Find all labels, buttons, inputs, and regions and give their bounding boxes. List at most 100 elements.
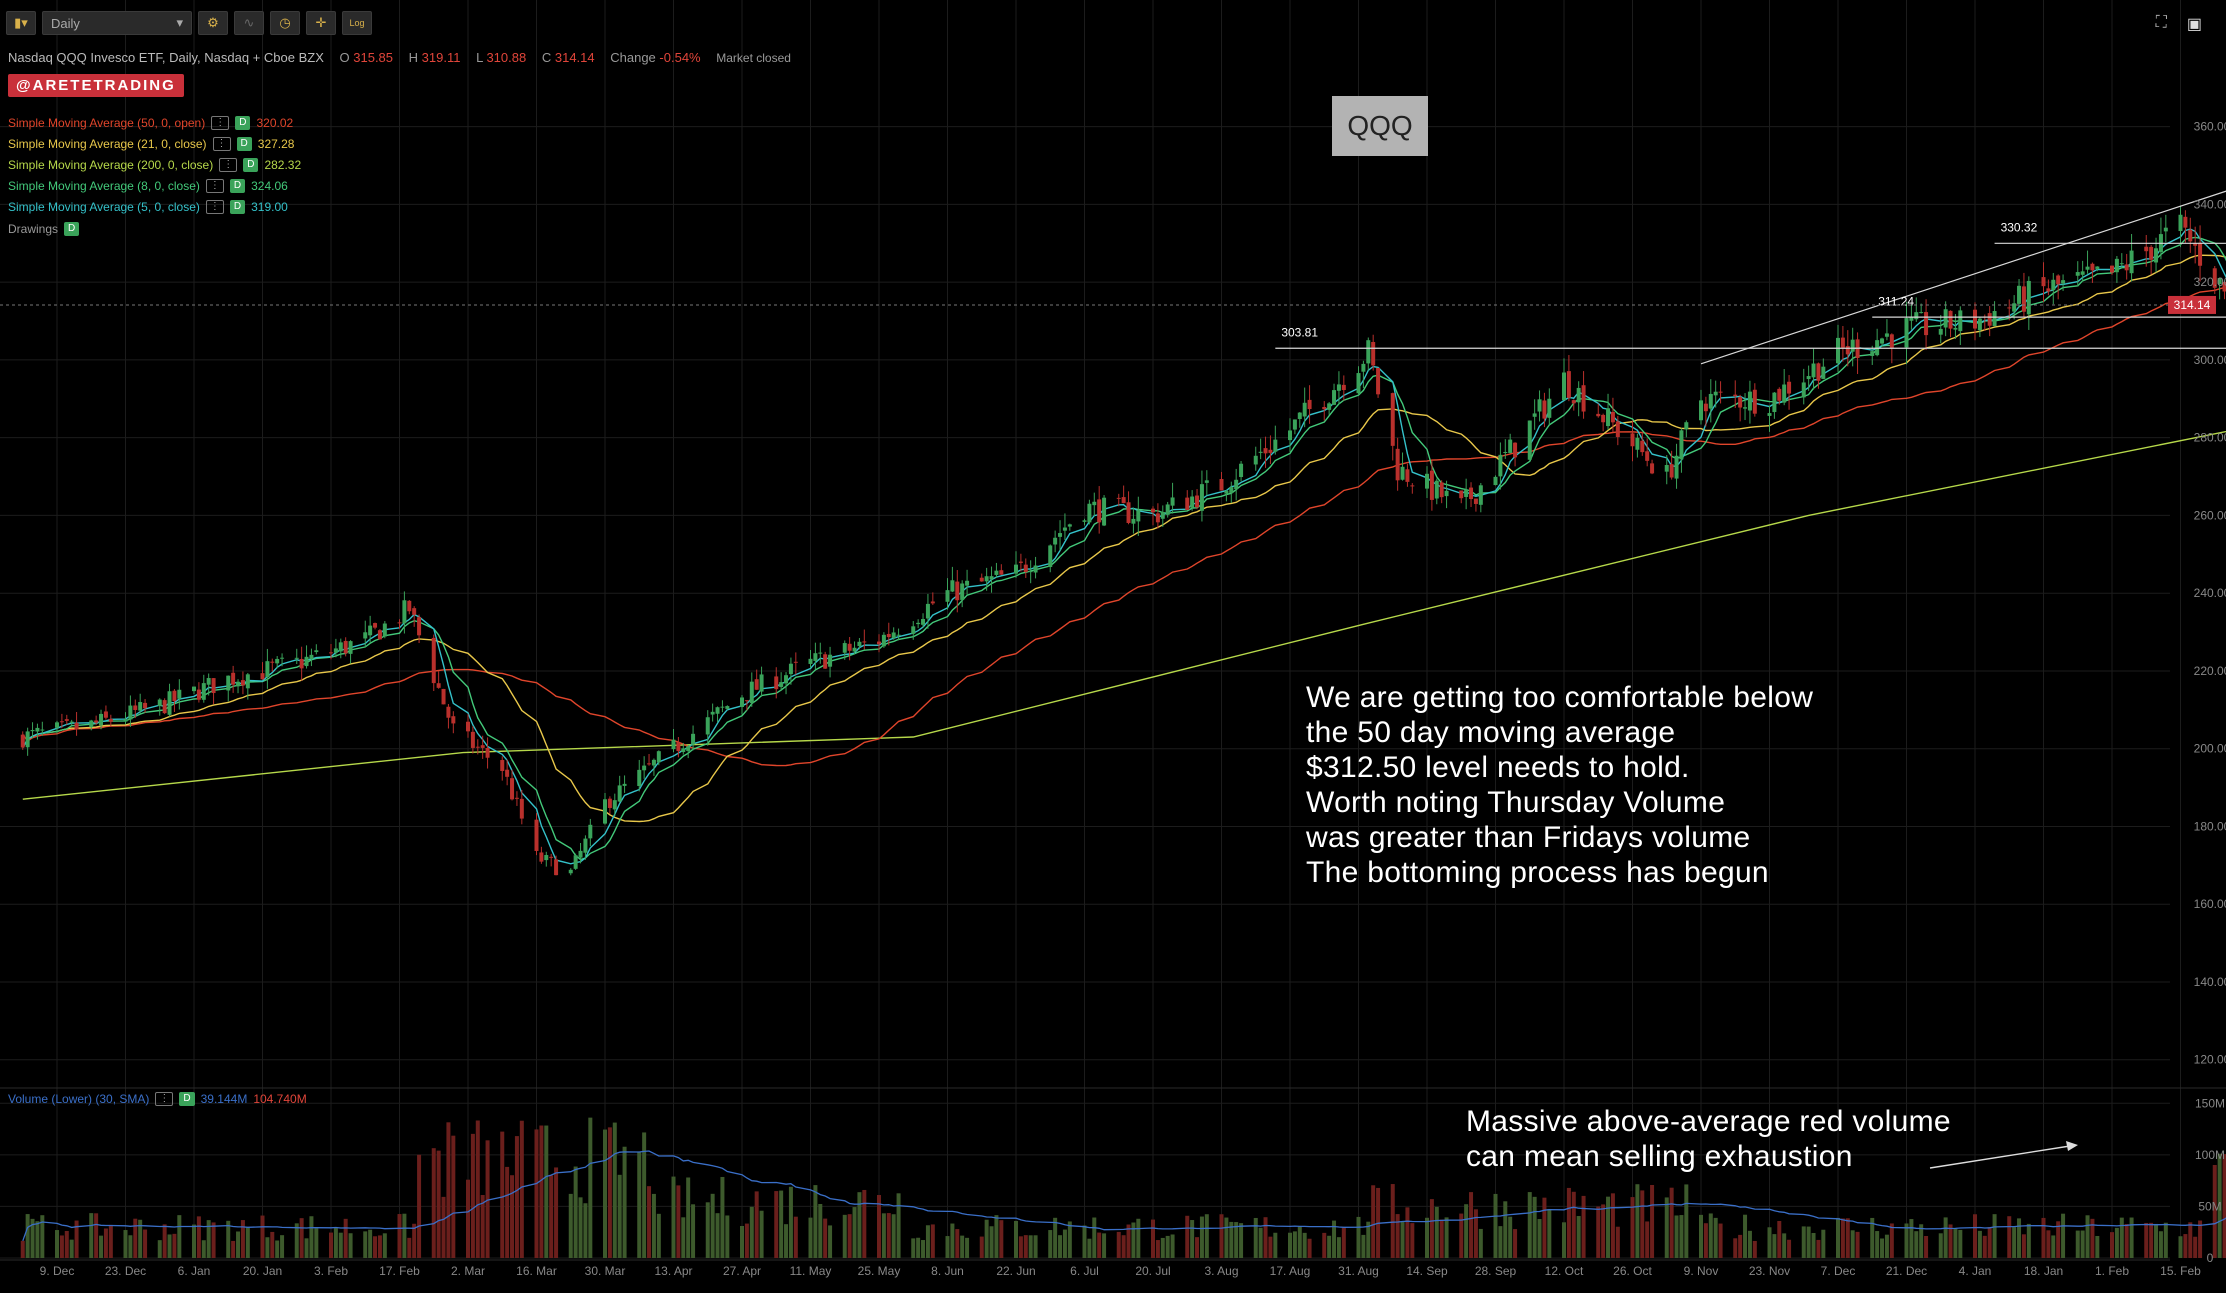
volume-bar xyxy=(2217,1153,2222,1258)
volume-bar xyxy=(343,1218,348,1258)
crosshair-icon[interactable]: ✛ xyxy=(306,11,336,35)
volume-bar xyxy=(245,1227,250,1258)
menu-icon[interactable]: ⋮ xyxy=(205,179,224,193)
volume-bar xyxy=(1292,1231,1297,1258)
volume-bar xyxy=(896,1193,901,1258)
candle-body xyxy=(1615,421,1620,437)
volume-d-badge[interactable]: D xyxy=(179,1092,195,1106)
volume-legend[interactable]: Volume (Lower) (30, SMA) ⋮ D 39.144M 104… xyxy=(8,1092,307,1106)
indicator-label: Simple Moving Average (5, 0, close) xyxy=(8,200,200,214)
volume-bar xyxy=(1185,1215,1190,1258)
candle-body xyxy=(470,731,475,748)
indicator-d-badge[interactable]: D xyxy=(229,200,246,214)
menu-icon[interactable]: ⋮ xyxy=(219,158,238,172)
candle-body xyxy=(1439,482,1444,498)
candle-body xyxy=(1366,340,1371,364)
sma-21-line xyxy=(22,254,2226,823)
main-annotation: We are getting too comfortable below the… xyxy=(1306,680,1813,890)
indicator-label: Simple Moving Average (200, 0, close) xyxy=(8,158,214,172)
volume-bar xyxy=(397,1214,402,1258)
volume-bar xyxy=(2051,1235,2056,1258)
volume-bar xyxy=(1067,1221,1072,1258)
indicator-d-badge[interactable]: D xyxy=(229,179,246,193)
indicator-legend-row[interactable]: Simple Moving Average (5, 0, close) ⋮ D 319… xyxy=(8,200,288,214)
indicator-d-badge[interactable]: D xyxy=(235,116,251,130)
indicator-legend-row[interactable]: Simple Moving Average (21, 0, close) ⋮ D 32… xyxy=(8,137,294,151)
camera-icon[interactable]: ▣ xyxy=(2186,16,2202,33)
menu-icon[interactable]: ⋮ xyxy=(212,137,231,151)
candle-body xyxy=(1395,448,1400,481)
volume-bar xyxy=(338,1232,343,1258)
candle-body xyxy=(59,721,64,723)
volume-bar xyxy=(240,1220,245,1258)
candlestick-icon[interactable]: ▮▾ xyxy=(6,11,36,35)
candle-body xyxy=(911,626,916,634)
candle-body xyxy=(138,702,143,711)
candle-body xyxy=(607,798,612,808)
close-label: C xyxy=(541,50,552,65)
volume-bar xyxy=(754,1191,759,1258)
indicator-legend-row[interactable]: Simple Moving Average (50, 0, open) ⋮ D 320… xyxy=(8,116,293,130)
candle-body xyxy=(2110,265,2114,273)
trend-line[interactable] xyxy=(1700,177,2226,365)
volume-bar xyxy=(211,1222,216,1258)
candle-body xyxy=(554,859,559,876)
candle-body xyxy=(196,689,201,700)
candle-body xyxy=(348,641,353,654)
clock-icon[interactable]: ◷ xyxy=(270,11,300,35)
candle-body xyxy=(1429,470,1434,500)
time-axis[interactable]: 9. Dec 23. Dec 6. Jan 20. Jan 3. Feb 17. Feb 2… xyxy=(40,1264,2226,1278)
volume-bar xyxy=(1136,1218,1141,1258)
settings-icon[interactable]: ⚙ xyxy=(198,11,228,35)
candle-body xyxy=(1503,451,1508,453)
menu-icon[interactable]: ⋮ xyxy=(155,1092,174,1106)
indicator-value: 324.06 xyxy=(251,179,288,193)
price-axis[interactable]: 120.00 140.00 160.00 180.00 200.00 220.00 240.… xyxy=(2168,120,2226,1067)
candle-body xyxy=(55,722,59,728)
volume-bar xyxy=(813,1185,818,1258)
sma-8-line xyxy=(22,236,2226,861)
volume-bar xyxy=(686,1177,691,1258)
open-value: 315.85 xyxy=(353,50,394,65)
log-scale-button[interactable]: Log xyxy=(342,11,372,35)
volume-bar xyxy=(1610,1193,1615,1258)
volume-bar xyxy=(402,1213,407,1258)
symbol-header: Nasdaq QQQ Invesco ETF, Daily, Nasdaq + … xyxy=(8,50,791,65)
drawings-legend[interactable]: Drawings D xyxy=(8,222,80,236)
indicator-legend-row[interactable]: Simple Moving Average (8, 0, close) ⋮ D 324… xyxy=(8,179,288,193)
low-value: 310.88 xyxy=(486,50,527,65)
drawings-d-badge[interactable]: D xyxy=(64,222,80,236)
volume-bar xyxy=(1664,1197,1669,1258)
menu-icon[interactable]: ⋮ xyxy=(211,116,230,130)
volume-bar xyxy=(1151,1219,1155,1258)
drawings[interactable]: 303.81 311.24 330.32 xyxy=(0,177,2226,365)
indicator-d-badge[interactable]: D xyxy=(236,137,252,151)
volume-bar xyxy=(1229,1221,1234,1258)
candle-body xyxy=(1327,403,1332,410)
candle-body xyxy=(1973,309,1977,329)
candle-body xyxy=(1356,373,1361,394)
interval-select[interactable]: Daily ▾ xyxy=(42,11,192,35)
volume-bar xyxy=(1669,1187,1674,1258)
volume-bar xyxy=(470,1133,475,1258)
volume-bar xyxy=(1297,1226,1302,1258)
compare-icon[interactable]: ∿ xyxy=(234,11,264,35)
note-line: the 50 day moving average xyxy=(1306,716,1676,749)
volume-bar xyxy=(1371,1185,1376,1258)
candle-body xyxy=(162,700,167,714)
volume-bar xyxy=(2075,1230,2080,1258)
volume-bar xyxy=(1782,1233,1787,1258)
volume-bar xyxy=(500,1131,505,1258)
volume-bar xyxy=(1234,1222,1239,1258)
fullscreen-icon[interactable]: ⛶ xyxy=(2155,14,2167,31)
candle-body xyxy=(1977,318,1982,331)
price-tick-label: 360.00 xyxy=(2194,120,2226,134)
menu-icon[interactable]: ⋮ xyxy=(205,200,224,214)
candle-body xyxy=(1361,363,1366,372)
volume-bar xyxy=(201,1240,206,1258)
indicator-legend-row[interactable]: Simple Moving Average (200, 0, close) ⋮ D 2… xyxy=(8,158,301,172)
indicator-d-badge[interactable]: D xyxy=(243,158,259,172)
volume-bar xyxy=(999,1220,1004,1258)
candle-body xyxy=(338,642,343,652)
